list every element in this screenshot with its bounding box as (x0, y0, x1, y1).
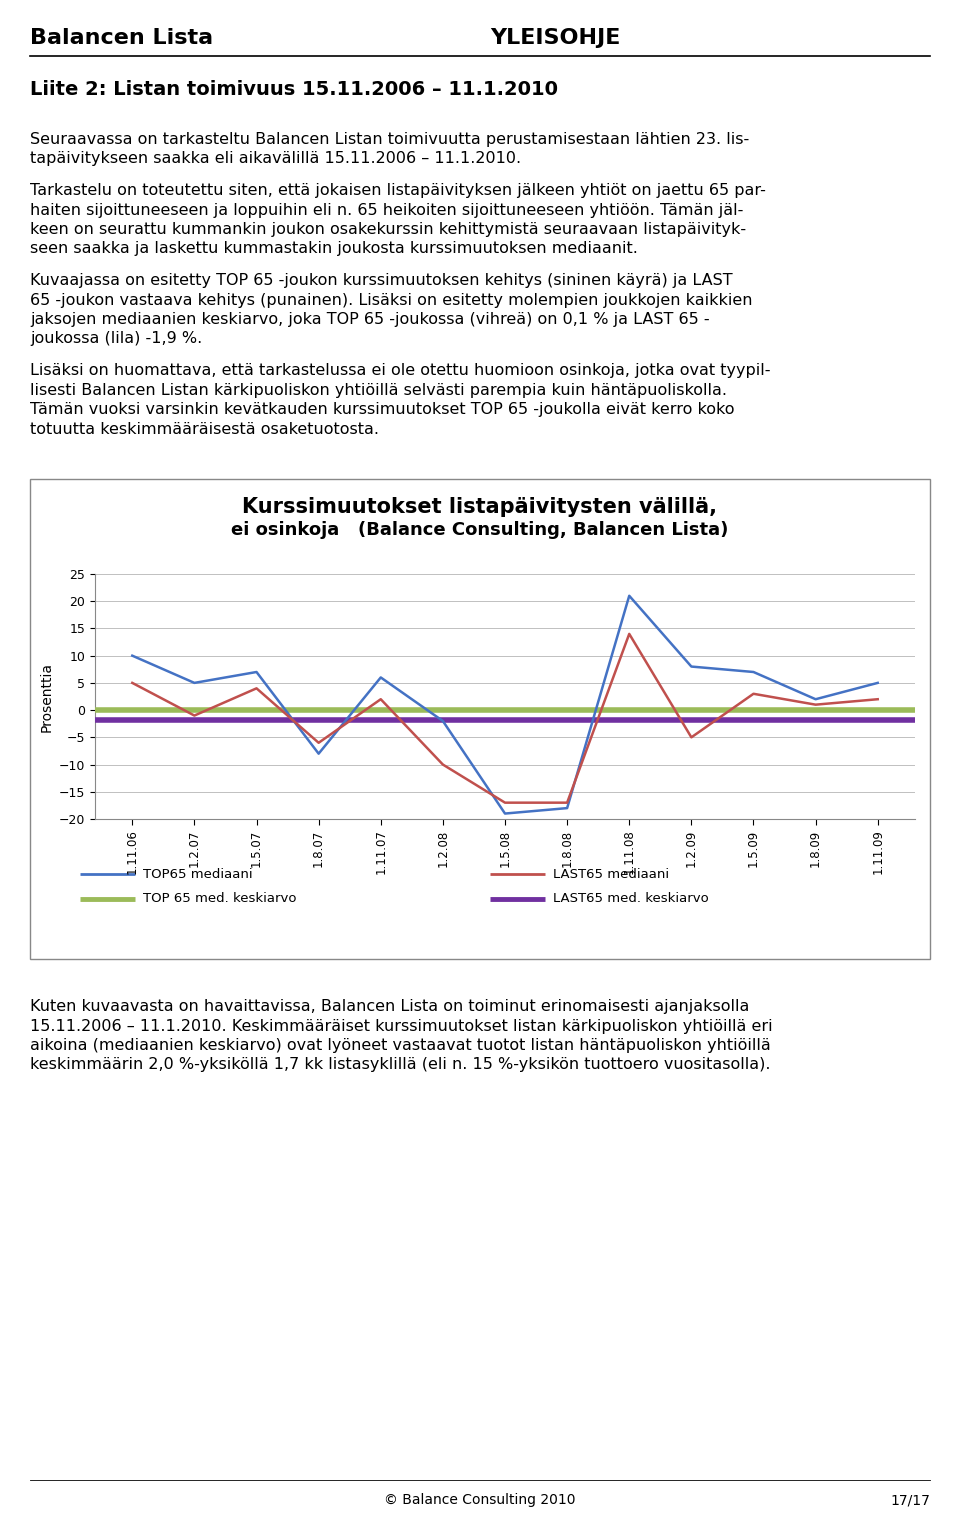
Text: Liite 2: Listan toimivuus 15.11.2006 – 11.1.2010: Liite 2: Listan toimivuus 15.11.2006 – 1… (30, 79, 558, 99)
Text: Tarkastelu on toteutettu siten, että jokaisen listapäivityksen jälkeen yhtiöt on: Tarkastelu on toteutettu siten, että jok… (30, 183, 766, 198)
Text: haiten sijoittuneeseen ja loppuihin eli n. 65 heikoiten sijoittuneeseen yhtiöön.: haiten sijoittuneeseen ja loppuihin eli … (30, 203, 743, 218)
Text: Kuvaajassa on esitetty TOP 65 -joukon kurssimuutoksen kehitys (sininen käyrä) ja: Kuvaajassa on esitetty TOP 65 -joukon ku… (30, 273, 732, 288)
Text: Tämän vuoksi varsinkin kevätkauden kurssimuutokset TOP 65 -joukolla eivät kerro : Tämän vuoksi varsinkin kevätkauden kurss… (30, 402, 734, 418)
Text: ei osinkoja   (Balance Consulting, Balancen Lista): ei osinkoja (Balance Consulting, Balance… (231, 521, 729, 539)
Text: Balancen Lista: Balancen Lista (30, 27, 213, 47)
Text: keen on seurattu kummankin joukon osakekurssin kehittymistä seuraavaan listapäiv: keen on seurattu kummankin joukon osakek… (30, 223, 746, 238)
Text: 65 -joukon vastaava kehitys (punainen). Lisäksi on esitetty molempien joukkojen : 65 -joukon vastaava kehitys (punainen). … (30, 293, 753, 308)
Text: TOP 65 med. keskiarvo: TOP 65 med. keskiarvo (143, 893, 297, 905)
Text: lisesti Balancen Listan kärkipuoliskon yhtiöillä selvästi parempia kuin häntäpuo: lisesti Balancen Listan kärkipuoliskon y… (30, 383, 727, 398)
Text: seen saakka ja laskettu kummastakin joukosta kurssimuutoksen mediaanit.: seen saakka ja laskettu kummastakin jouk… (30, 241, 637, 256)
Text: LAST65 med. keskiarvo: LAST65 med. keskiarvo (553, 893, 708, 905)
Text: keskimmäärin 2,0 %-yksiköllä 1,7 kk listasyklillä (eli n. 15 %-yksikön tuottoero: keskimmäärin 2,0 %-yksiköllä 1,7 kk list… (30, 1058, 771, 1073)
Text: joukossa (lila) -1,9 %.: joukossa (lila) -1,9 %. (30, 332, 203, 346)
Text: LAST65 mediaani: LAST65 mediaani (553, 867, 669, 881)
Y-axis label: Prosenttia: Prosenttia (39, 661, 54, 732)
Text: TOP65 mediaani: TOP65 mediaani (143, 867, 252, 881)
Text: tapäivitykseen saakka eli aikavälillä 15.11.2006 – 11.1.2010.: tapäivitykseen saakka eli aikavälillä 15… (30, 151, 521, 166)
Text: 15.11.2006 – 11.1.2010. Keskimmääräiset kurssimuutokset listan kärkipuoliskon yh: 15.11.2006 – 11.1.2010. Keskimmääräiset … (30, 1018, 773, 1033)
Text: totuutta keskimmääräisestä osaketuotosta.: totuutta keskimmääräisestä osaketuotosta… (30, 422, 379, 436)
Text: Lisäksi on huomattava, että tarkastelussa ei ole otettu huomioon osinkoja, jotka: Lisäksi on huomattava, että tarkasteluss… (30, 363, 771, 378)
Bar (30, 479, 930, 959)
Text: jaksojen mediaanien keskiarvo, joka TOP 65 -joukossa (vihreä) on 0,1 % ja LAST 6: jaksojen mediaanien keskiarvo, joka TOP … (30, 312, 709, 328)
Text: aikoina (mediaanien keskiarvo) ovat lyöneet vastaavat tuotot listan häntäpuolisk: aikoina (mediaanien keskiarvo) ovat lyön… (30, 1038, 771, 1053)
Text: 17/17: 17/17 (890, 1494, 930, 1507)
Text: Kuten kuvaavasta on havaittavissa, Balancen Lista on toiminut erinomaisesti ajan: Kuten kuvaavasta on havaittavissa, Balan… (30, 1000, 750, 1013)
Text: Seuraavassa on tarkasteltu Balancen Listan toimivuutta perustamisestaan lähtien : Seuraavassa on tarkasteltu Balancen List… (30, 133, 749, 146)
Text: © Balance Consulting 2010: © Balance Consulting 2010 (384, 1494, 576, 1507)
Text: YLEISOHJE: YLEISOHJE (490, 27, 620, 47)
Text: Kurssimuutokset listapäivitysten välillä,: Kurssimuutokset listapäivitysten välillä… (243, 497, 717, 517)
